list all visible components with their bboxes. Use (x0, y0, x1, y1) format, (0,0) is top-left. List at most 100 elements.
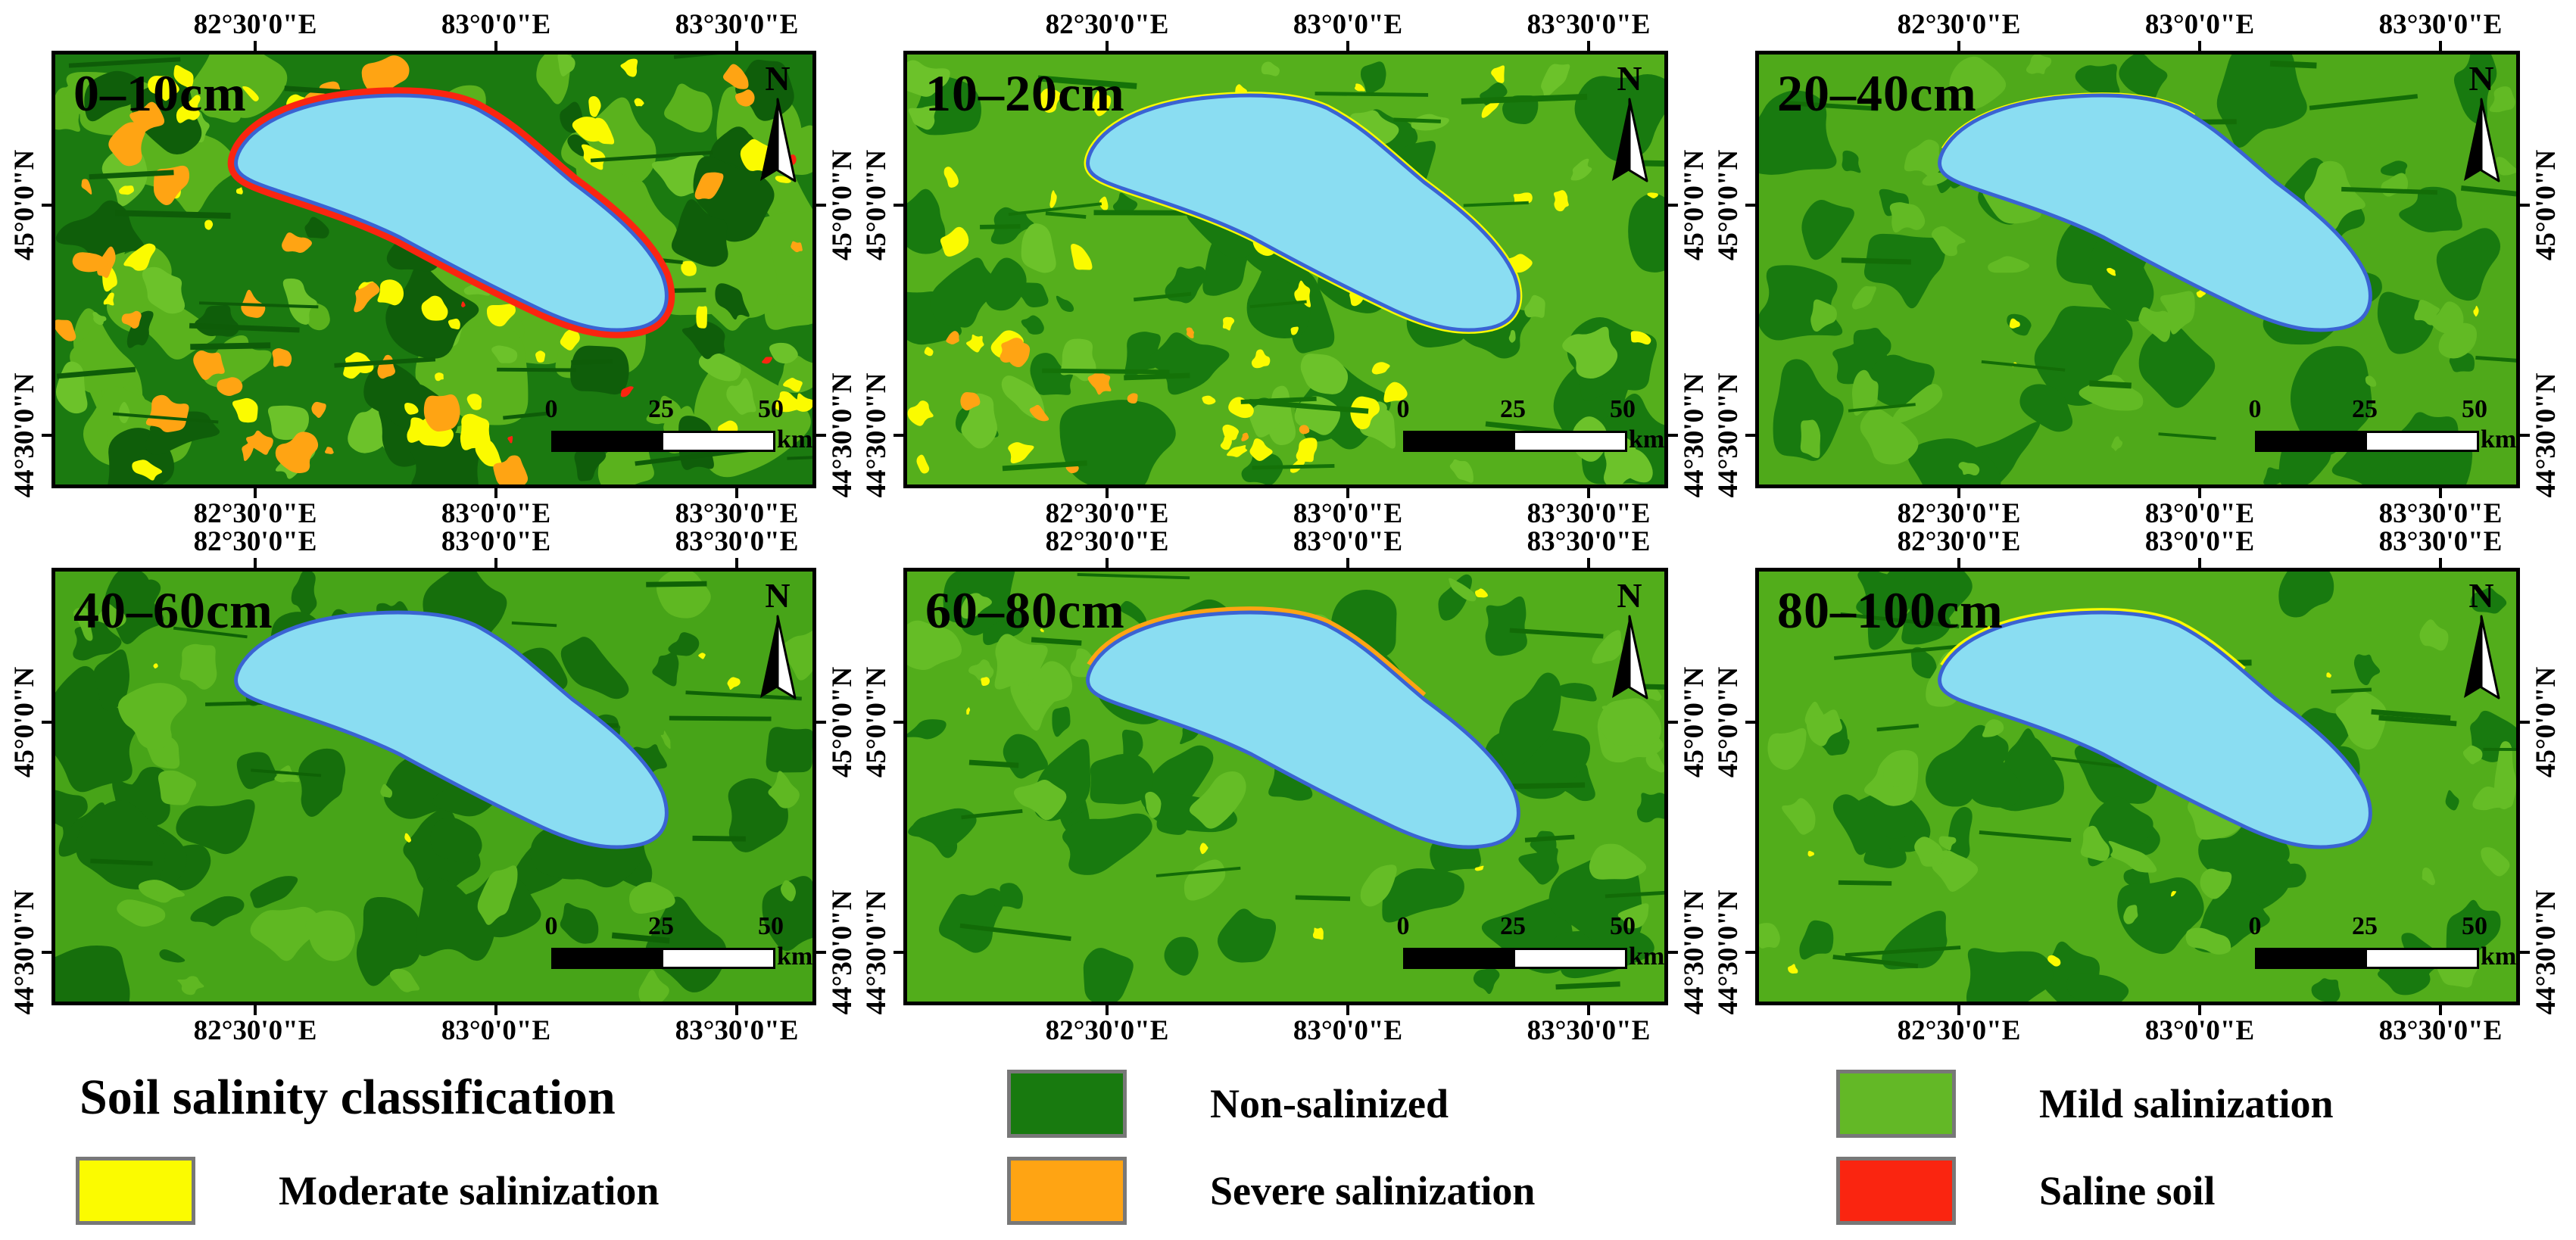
longitude-label: 82°30'0"E (1897, 9, 2021, 40)
scale-bar-filled-half (1405, 432, 1515, 450)
latitude-label: 44°30'0"N (1679, 372, 1710, 498)
legend: Soil salinity classification Non-saliniz… (0, 1056, 2576, 1240)
legend-item-label: Severe salinization (1210, 1168, 1536, 1214)
longitude-tick (1957, 41, 1960, 55)
north-arrow: N (1607, 61, 1652, 186)
legend-swatch-saline-soil (1836, 1157, 1956, 1225)
scale-bar-number: 0 (2248, 394, 2262, 423)
scale-bar: 0 25 50 km (1397, 394, 1665, 453)
legend-item: Non-salinized (1007, 1070, 1449, 1138)
latitude-tick (1745, 950, 1759, 954)
scale-bar-numbers: 0 25 50 (545, 394, 784, 425)
scale-bar-number: 50 (2462, 394, 2487, 423)
longitude-tick (1346, 1002, 1349, 1015)
scale-bar: 0 25 50 km (2249, 911, 2517, 971)
longitude-label: 82°30'0"E (1897, 1015, 2021, 1046)
longitude-tick (494, 41, 497, 55)
latitude-label: 44°30'0"N (9, 889, 40, 1015)
longitude-label: 82°30'0"E (1045, 526, 1169, 557)
longitude-tick (735, 558, 738, 572)
map-panel-0–10cm: 0–10cm N 0 25 50 km 82°30'0"E 82°30'0"E 83°0'0"E… (9, 11, 858, 528)
north-arrow-icon (1612, 98, 1648, 182)
longitude-label: 83°0'0"E (2144, 9, 2255, 40)
scale-bar-number: 50 (758, 911, 784, 940)
north-arrow-icon (2464, 615, 2500, 699)
longitude-label: 83°30'0"E (675, 498, 799, 529)
longitude-label: 82°30'0"E (193, 526, 317, 557)
map-canvas (907, 572, 1664, 1002)
scale-bar-number: 50 (758, 394, 784, 423)
map-canvas (55, 55, 812, 484)
latitude-label: 45°0'0"N (2531, 149, 2562, 260)
latitude-tick (1664, 433, 1678, 437)
depth-label: 40–60cm (73, 581, 273, 640)
legend-swatch-mild-salinization (1836, 1070, 1956, 1138)
longitude-tick (494, 484, 497, 498)
longitude-label: 83°30'0"E (1527, 9, 1651, 40)
latitude-label: 44°30'0"N (2531, 372, 2562, 498)
map-panel-40–60cm: 40–60cm N 0 25 50 km 82°30'0"E 82°30'0"E 83°0'0"… (9, 528, 858, 1045)
north-arrow: N (755, 61, 800, 186)
longitude-tick (1346, 558, 1349, 572)
scale-bar-unit: km (777, 425, 813, 453)
latitude-tick (42, 720, 55, 724)
latitude-label: 45°0'0"N (1713, 149, 1744, 260)
latitude-label: 45°0'0"N (1713, 666, 1744, 777)
scale-bar: 0 25 50 km (1397, 911, 1665, 971)
latitude-label: 44°30'0"N (861, 889, 892, 1015)
longitude-tick (2198, 1002, 2201, 1015)
scale-bar-track (1403, 947, 1627, 969)
latitude-label: 45°0'0"N (2531, 666, 2562, 777)
scale-bar-filled-half (2257, 949, 2367, 967)
latitude-label: 44°30'0"N (1713, 372, 1744, 498)
legend-swatch-moderate-salinization (76, 1157, 195, 1225)
scale-bar-numbers: 0 25 50 (1397, 394, 1636, 425)
latitude-tick (2516, 433, 2530, 437)
latitude-label: 45°0'0"N (861, 149, 892, 260)
scale-bar: 0 25 50 km (2249, 394, 2517, 453)
depth-label: 0–10cm (73, 64, 247, 123)
north-label: N (1617, 575, 1642, 615)
scale-bar-number: 25 (1500, 911, 1526, 940)
latitude-tick (812, 433, 826, 437)
legend-swatch-non-salinized (1007, 1070, 1127, 1138)
latitude-label: 45°0'0"N (1679, 149, 1710, 260)
north-arrow: N (2459, 61, 2504, 186)
depth-label: 80–100cm (1777, 581, 2004, 640)
longitude-tick (254, 484, 257, 498)
longitude-tick (1106, 558, 1109, 572)
scale-bar-number: 25 (648, 394, 674, 423)
scale-bar-numbers: 0 25 50 (545, 911, 784, 942)
legend-item-label: Non-salinized (1210, 1081, 1449, 1126)
map-canvas (55, 572, 812, 1002)
scale-bar-number: 50 (1610, 911, 1636, 940)
longitude-tick (735, 41, 738, 55)
map-panel-10–20cm: 10–20cm N 0 25 50 km 82°30'0"E 82°30'0"E 83°0'0"… (861, 11, 1710, 528)
latitude-tick (893, 203, 907, 207)
longitude-tick (254, 41, 257, 55)
north-label: N (765, 58, 791, 98)
longitude-label: 83°30'0"E (1527, 1015, 1651, 1046)
longitude-label: 83°30'0"E (1527, 498, 1651, 529)
latitude-tick (893, 433, 907, 437)
legend-swatch-severe-salinization (1007, 1157, 1127, 1225)
scale-bar-track (2255, 430, 2479, 452)
longitude-tick (1587, 484, 1590, 498)
scale-bar: 0 25 50 km (545, 394, 813, 453)
longitude-label: 83°30'0"E (1527, 526, 1651, 557)
longitude-tick (2439, 484, 2442, 498)
scale-bar-unit: km (777, 942, 813, 971)
longitude-tick (1346, 484, 1349, 498)
latitude-label: 44°30'0"N (2531, 889, 2562, 1015)
longitude-tick (1957, 484, 1960, 498)
longitude-label: 83°30'0"E (675, 526, 799, 557)
scale-bar-number: 0 (1396, 911, 1410, 940)
longitude-label: 83°0'0"E (441, 1015, 551, 1046)
north-label: N (2468, 575, 2494, 615)
latitude-label: 45°0'0"N (9, 149, 40, 260)
scale-bar-unit: km (2481, 425, 2517, 453)
latitude-label: 44°30'0"N (827, 889, 858, 1015)
north-arrow-icon (2464, 98, 2500, 182)
longitude-tick (2439, 558, 2442, 572)
longitude-label: 82°30'0"E (193, 1015, 317, 1046)
